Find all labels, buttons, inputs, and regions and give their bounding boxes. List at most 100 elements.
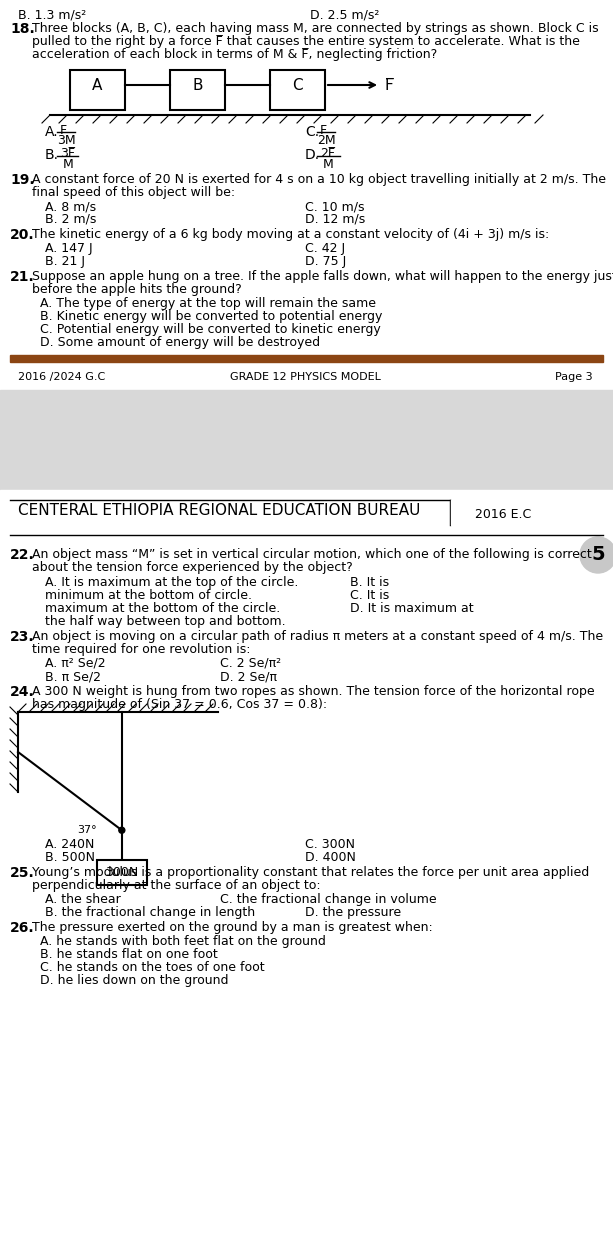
Text: Suppose an apple hung on a tree. If the apple falls down, what will happen to th: Suppose an apple hung on a tree. If the … xyxy=(32,270,613,282)
Text: D. 400N: D. 400N xyxy=(305,851,356,863)
Text: A. 8 m/s: A. 8 m/s xyxy=(45,200,96,213)
Text: before the apple hits the ground?: before the apple hits the ground? xyxy=(32,282,242,296)
Text: A. It is maximum at the top of the circle.: A. It is maximum at the top of the circl… xyxy=(45,576,299,589)
Text: about the tension force experienced by the object?: about the tension force experienced by t… xyxy=(32,561,352,574)
Text: D. 2 Se/π: D. 2 Se/π xyxy=(220,670,277,683)
Text: The kinetic energy of a 6 kg body moving at a constant velocity of (4i + 3j) m/s: The kinetic energy of a 6 kg body moving… xyxy=(32,228,549,241)
Text: F: F xyxy=(320,124,327,137)
Text: A. he stands with both feet flat on the ground: A. he stands with both feet flat on the … xyxy=(40,935,326,948)
Text: 300N: 300N xyxy=(105,866,139,880)
Text: B. Kinetic energy will be converted to potential energy: B. Kinetic energy will be converted to p… xyxy=(40,310,383,323)
Text: M: M xyxy=(63,158,74,171)
Text: 2016 E.C: 2016 E.C xyxy=(475,508,531,521)
Text: minimum at the bottom of circle.: minimum at the bottom of circle. xyxy=(45,589,252,602)
Bar xyxy=(170,70,225,110)
Text: 37°: 37° xyxy=(77,826,96,836)
Text: B. the fractional change in length: B. the fractional change in length xyxy=(45,906,255,919)
Text: C. Potential energy will be converted to kinetic energy: C. Potential energy will be converted to… xyxy=(40,323,381,336)
Text: A. the shear: A. the shear xyxy=(45,894,121,906)
Text: pulled to the right by a force F̅ that causes the entire system to accelerate. W: pulled to the right by a force F̅ that c… xyxy=(32,35,580,48)
Text: D. 12 m/s: D. 12 m/s xyxy=(305,213,365,226)
Text: B. 21 J: B. 21 J xyxy=(45,255,85,269)
Text: 18.: 18. xyxy=(10,23,35,36)
Text: An object is moving on a circular path of radius π meters at a constant speed of: An object is moving on a circular path o… xyxy=(32,630,603,643)
Bar xyxy=(97,860,147,885)
Text: A. 240N: A. 240N xyxy=(45,838,94,851)
Text: D. the pressure: D. the pressure xyxy=(305,906,401,919)
Text: A 300 N weight is hung from two ropes as shown. The tension force of the horizon: A 300 N weight is hung from two ropes as… xyxy=(32,685,595,698)
Text: C.: C. xyxy=(305,126,319,139)
Text: perpendicularly at the surface of an object to:: perpendicularly at the surface of an obj… xyxy=(32,878,321,892)
Text: C. 2 Se/π²: C. 2 Se/π² xyxy=(220,658,281,670)
Text: B: B xyxy=(192,78,203,93)
Bar xyxy=(10,355,603,361)
Text: D. It is maximum at: D. It is maximum at xyxy=(350,602,474,615)
Text: A constant force of 20 N is exerted for 4 s on a 10 kg object travelling initial: A constant force of 20 N is exerted for … xyxy=(32,173,606,186)
Bar xyxy=(0,0,613,489)
Text: acceleration of each block in terms of M & F̅, neglecting friction?: acceleration of each block in terms of M… xyxy=(32,48,437,61)
Text: C. 300N: C. 300N xyxy=(305,838,355,851)
Bar xyxy=(0,410,613,1255)
Text: C: C xyxy=(292,78,303,93)
Text: C. he stands on the toes of one foot: C. he stands on the toes of one foot xyxy=(40,961,265,974)
Text: 2F̅: 2F̅ xyxy=(320,147,335,159)
Text: 21.: 21. xyxy=(10,270,35,284)
Text: C. It is: C. It is xyxy=(350,589,389,602)
Text: 26.: 26. xyxy=(10,921,34,935)
Circle shape xyxy=(580,537,613,574)
Text: 20.: 20. xyxy=(10,228,34,242)
Text: D. he lies down on the ground: D. he lies down on the ground xyxy=(40,974,229,986)
Text: 22.: 22. xyxy=(10,548,35,562)
Text: M: M xyxy=(323,158,333,171)
Text: maximum at the bottom of the circle.: maximum at the bottom of the circle. xyxy=(45,602,280,615)
Bar xyxy=(270,70,325,110)
Text: the half way between top and bottom.: the half way between top and bottom. xyxy=(45,615,286,628)
Text: Three blocks (A, B, C), each having mass M, are connected by strings as shown. B: Three blocks (A, B, C), each having mass… xyxy=(32,23,599,35)
Text: time required for one revolution is:: time required for one revolution is: xyxy=(32,643,251,656)
Text: D. 2.5 m/s²: D. 2.5 m/s² xyxy=(310,8,379,21)
Text: A. π² Se/2: A. π² Se/2 xyxy=(45,658,105,670)
Text: The pressure exerted on the ground by a man is greatest when:: The pressure exerted on the ground by a … xyxy=(32,921,433,934)
Text: C. the fractional change in volume: C. the fractional change in volume xyxy=(220,894,436,906)
Text: A.: A. xyxy=(45,126,59,139)
Text: F̅: F̅ xyxy=(385,78,394,93)
Bar xyxy=(451,499,551,525)
Text: C. 42 J: C. 42 J xyxy=(305,242,345,255)
Text: 3M: 3M xyxy=(57,134,75,147)
Text: D. 75 J: D. 75 J xyxy=(305,255,346,269)
Bar xyxy=(0,489,613,1255)
Text: 5: 5 xyxy=(591,546,605,565)
Text: GRADE 12 PHYSICS MODEL: GRADE 12 PHYSICS MODEL xyxy=(230,371,381,382)
Text: 23.: 23. xyxy=(10,630,34,644)
Text: B. he stands flat on one foot: B. he stands flat on one foot xyxy=(40,948,218,961)
Text: B. It is: B. It is xyxy=(350,576,389,589)
Text: 2M: 2M xyxy=(317,134,336,147)
Text: has magnitude of (Sin 37 = 0.6, Cos 37 = 0.8):: has magnitude of (Sin 37 = 0.6, Cos 37 =… xyxy=(32,698,327,712)
Text: B. 2 m/s: B. 2 m/s xyxy=(45,213,96,226)
Text: 3F̅: 3F̅ xyxy=(60,147,75,159)
Text: C. 10 m/s: C. 10 m/s xyxy=(305,200,365,213)
Text: final speed of this object will be:: final speed of this object will be: xyxy=(32,186,235,200)
Text: D.: D. xyxy=(305,148,320,162)
Text: 25.: 25. xyxy=(10,866,35,880)
Bar xyxy=(0,410,613,1255)
Text: 2016 /2024 G.C: 2016 /2024 G.C xyxy=(18,371,105,382)
Text: A. The type of energy at the top will remain the same: A. The type of energy at the top will re… xyxy=(40,297,376,310)
Text: B. π Se/2: B. π Se/2 xyxy=(45,670,101,683)
Text: A. 147 J: A. 147 J xyxy=(45,242,93,255)
Text: 24.: 24. xyxy=(10,685,35,699)
Text: Page 3: Page 3 xyxy=(555,371,593,382)
Bar xyxy=(0,390,613,489)
Text: D. Some amount of energy will be destroyed: D. Some amount of energy will be destroy… xyxy=(40,336,320,349)
Text: Young’s modulus is a proportionality constant that relates the force per unit ar: Young’s modulus is a proportionality con… xyxy=(32,866,589,878)
Circle shape xyxy=(119,827,125,833)
Text: A: A xyxy=(93,78,103,93)
Text: CENTERAL ETHIOPIA REGIONAL EDUCATION BUREAU: CENTERAL ETHIOPIA REGIONAL EDUCATION BUR… xyxy=(18,503,421,518)
Text: 19.: 19. xyxy=(10,173,34,187)
Text: B. 1.3 m/s²: B. 1.3 m/s² xyxy=(18,8,86,21)
Text: B. 500N: B. 500N xyxy=(45,851,95,863)
Bar xyxy=(70,70,125,110)
Text: An object mass “M” is set in vertical circular motion, which one of the followin: An object mass “M” is set in vertical ci… xyxy=(32,548,592,561)
Text: F: F xyxy=(60,124,67,137)
Text: B.: B. xyxy=(45,148,59,162)
